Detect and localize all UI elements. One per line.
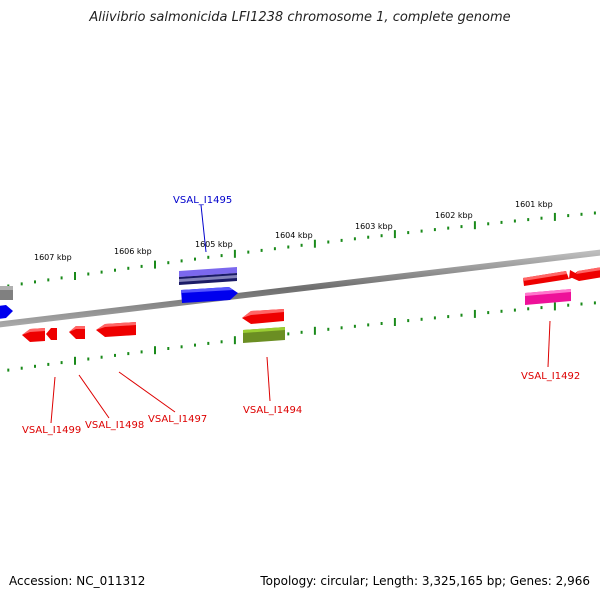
gene-labels: VSAL_I1495 VSAL_I1499 VSAL_I1498 VSAL_I1… xyxy=(22,195,580,436)
ruler-label-1603: 1603 kbp xyxy=(355,222,393,231)
gene-red-arrow-right-2[interactable] xyxy=(570,267,600,281)
gene-label-vsal-i1497[interactable]: VSAL_I1497 xyxy=(148,414,207,425)
leader-lines xyxy=(50,204,551,424)
gene-red-arrow-left-1[interactable] xyxy=(22,328,45,342)
gene-label-vsal-i1498[interactable]: VSAL_I1498 xyxy=(85,420,144,431)
gene-gray-left[interactable] xyxy=(0,286,13,300)
leader-vsal-i1495 xyxy=(200,204,207,253)
ruler-labels: 1607 kbp 1606 kbp 1605 kbp 1604 kbp 1603… xyxy=(34,200,553,262)
leader-vsal-i1492 xyxy=(547,320,551,368)
ruler-label-1606: 1606 kbp xyxy=(114,247,152,256)
leader-vsal-i1498 xyxy=(78,374,110,419)
gene-red-arrow-left-2[interactable] xyxy=(46,328,57,340)
accession-text: Accession: NC_011312 xyxy=(9,574,146,588)
leader-vsal-i1497 xyxy=(118,371,176,413)
ruler-label-1602: 1602 kbp xyxy=(435,211,473,220)
gene-vsal-i1494-feature[interactable] xyxy=(243,327,285,343)
gene-label-vsal-i1499[interactable]: VSAL_I1499 xyxy=(22,425,81,436)
genome-backbone xyxy=(0,249,600,328)
gene-label-vsal-i1492[interactable]: VSAL_I1492 xyxy=(521,371,580,382)
gene-vsal-i1495-feature[interactable] xyxy=(179,267,237,285)
gene-blue-left[interactable] xyxy=(0,305,13,319)
gene-label-vsal-i1494[interactable]: VSAL_I1494 xyxy=(243,405,302,416)
gene-vsal-i1492-feature[interactable] xyxy=(525,289,571,305)
outer-ruler xyxy=(7,211,596,288)
gene-label-vsal-i1495[interactable]: VSAL_I1495 xyxy=(173,195,232,206)
ruler-label-1607: 1607 kbp xyxy=(34,253,72,262)
inner-ruler xyxy=(7,301,596,372)
genome-summary-text: Topology: circular; Length: 3,325,165 bp… xyxy=(260,574,590,588)
map-title: Aliivibrio salmonicida LFI1238 chromosom… xyxy=(89,10,511,25)
ruler-label-1604: 1604 kbp xyxy=(275,231,313,240)
ruler-label-1605: 1605 kbp xyxy=(195,240,233,249)
gene-blue-arrow[interactable] xyxy=(181,287,238,303)
leader-vsal-i1494 xyxy=(266,356,271,402)
gene-red-arrow-left-3[interactable] xyxy=(69,326,85,339)
gene-red-arrow-left-4[interactable] xyxy=(96,322,136,337)
ruler-label-1601: 1601 kbp xyxy=(515,200,553,209)
gene-red-arrow-left-5[interactable] xyxy=(242,309,284,324)
leader-vsal-i1499 xyxy=(50,376,56,424)
gene-red-arrow-right-1[interactable] xyxy=(523,270,579,286)
